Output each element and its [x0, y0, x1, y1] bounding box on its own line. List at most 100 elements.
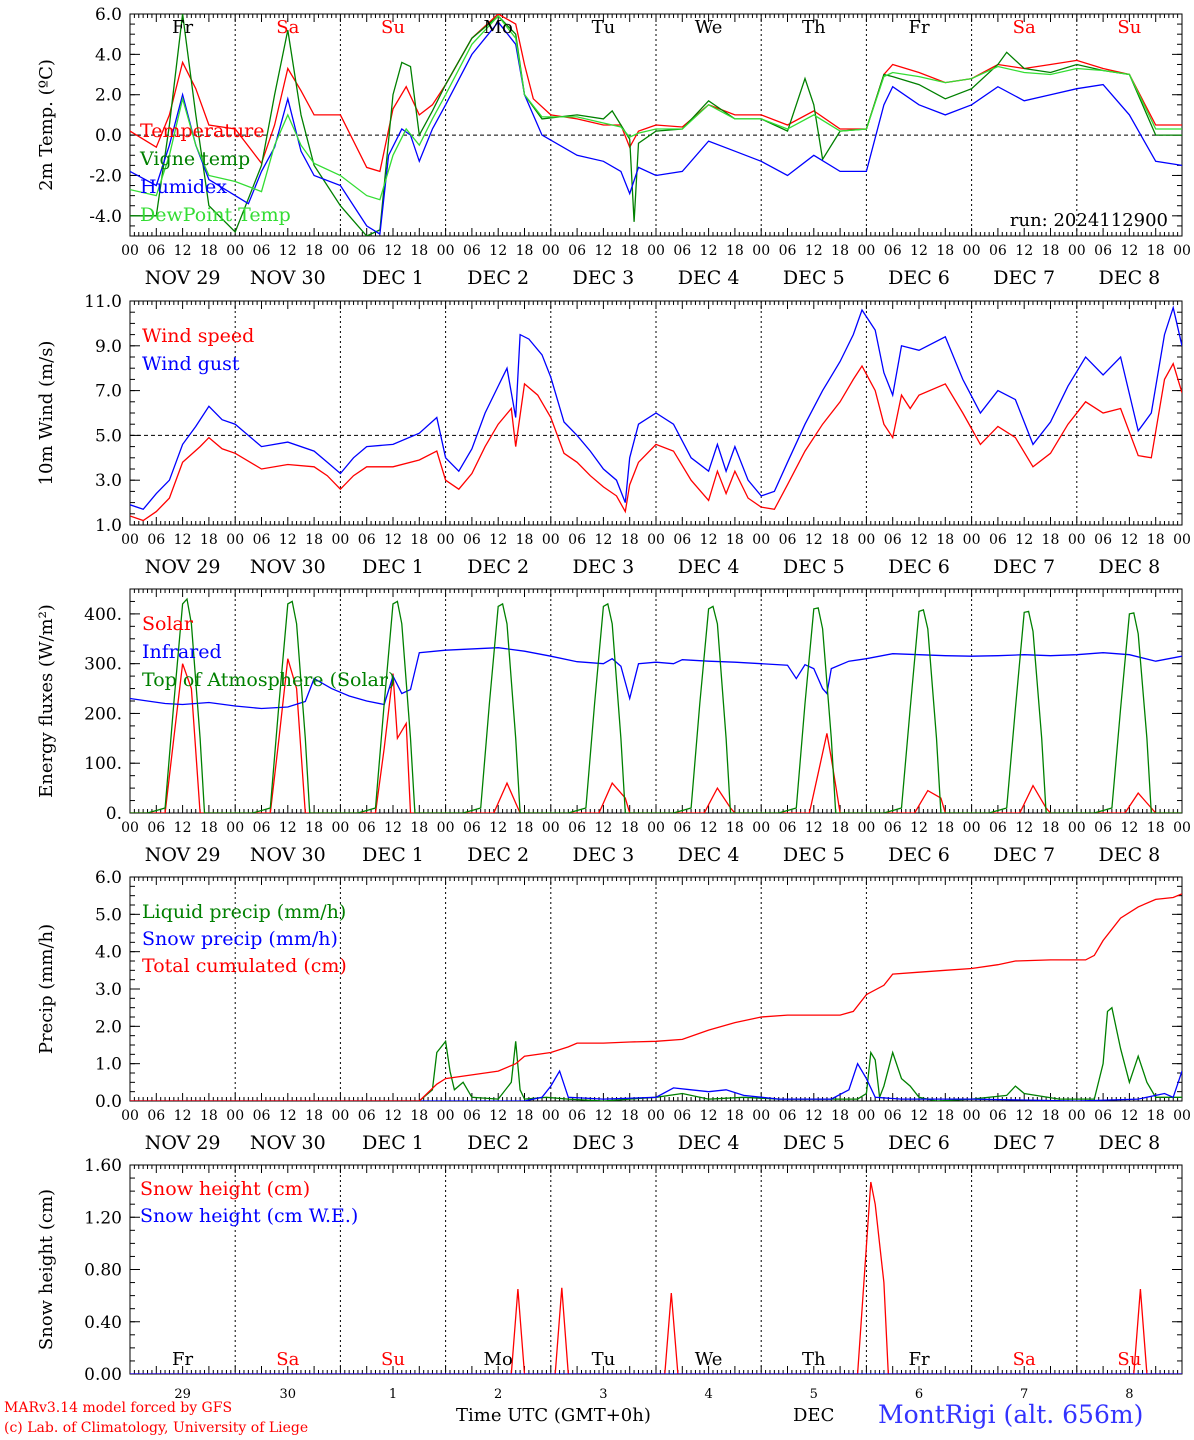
- y-tick-label: 0.: [106, 804, 122, 824]
- day-name-label: Su: [381, 1349, 405, 1370]
- x-hour-label: 12: [700, 532, 718, 548]
- day-number-label: 29: [174, 1387, 191, 1402]
- x-date-label: DEC 1: [362, 556, 424, 578]
- x-hour-label: 06: [147, 1108, 165, 1124]
- x-hour-label: 06: [253, 532, 271, 548]
- x-hour-label: 06: [1094, 243, 1112, 259]
- x-date-label: DEC 1: [362, 267, 424, 289]
- day-number-label: 6: [915, 1387, 923, 1402]
- x-hour-label: 18: [200, 1108, 218, 1124]
- x-hour-label: 18: [410, 1108, 428, 1124]
- x-date-label: DEC 2: [467, 556, 529, 578]
- x-hour-label: 06: [147, 532, 165, 548]
- x-hour-label: 06: [568, 532, 586, 548]
- y-tick-label: 200.: [84, 704, 122, 724]
- x-hour-label: 00: [542, 820, 560, 836]
- x-hour-label: 12: [1015, 532, 1033, 548]
- y-axis-label: Snow height (cm): [36, 1189, 57, 1350]
- series-line-vigne-temp: [130, 14, 1182, 236]
- y-tick-label: 0.00: [84, 1365, 122, 1385]
- day-number-label: 1: [389, 1387, 397, 1402]
- x-date-label: DEC 5: [783, 267, 845, 289]
- x-hour-label: 06: [358, 820, 376, 836]
- x-hour-label: 06: [779, 243, 797, 259]
- x-hour-label: 00: [857, 820, 875, 836]
- x-date-label: DEC 8: [1099, 1132, 1161, 1154]
- x-hour-label: 12: [1015, 1108, 1033, 1124]
- x-hour-label: 06: [779, 820, 797, 836]
- y-tick-label: 0.0: [95, 1092, 122, 1112]
- x-hour-label: 12: [174, 1108, 192, 1124]
- x-hour-label: 12: [279, 1108, 297, 1124]
- x-hour-label: 18: [726, 532, 744, 548]
- x-date-label: NOV 30: [250, 267, 326, 289]
- x-hour-label: 00: [331, 532, 349, 548]
- x-hour-label: 18: [410, 532, 428, 548]
- y-tick-label: 2.0: [95, 1017, 122, 1037]
- x-hour-label: 18: [1042, 820, 1060, 836]
- x-hour-label: 00: [1068, 243, 1086, 259]
- x-date-label: DEC 1: [362, 1132, 424, 1154]
- series-line-infrared: [130, 647, 1182, 710]
- y-tick-label: 4.0: [95, 943, 122, 963]
- x-hour-label: 00: [121, 820, 139, 836]
- x-hour-label: 12: [279, 820, 297, 836]
- x-hour-label: 18: [1147, 532, 1165, 548]
- x-hour-label: 06: [463, 1108, 481, 1124]
- x-hour-label: 00: [331, 820, 349, 836]
- day-name-label: Sa: [1013, 1349, 1036, 1370]
- x-hour-label: 00: [963, 1108, 981, 1124]
- x-hour-label: 06: [1094, 1108, 1112, 1124]
- x-hour-label: 00: [647, 820, 665, 836]
- x-hour-label: 12: [384, 820, 402, 836]
- x-date-label: DEC 7: [993, 1132, 1055, 1154]
- x-date-label: DEC 8: [1099, 267, 1161, 289]
- day-name-label: Sa: [1013, 17, 1036, 38]
- x-hour-label: 12: [805, 243, 823, 259]
- y-tick-label: 400.: [84, 605, 122, 625]
- y-tick-label: 300.: [84, 655, 122, 675]
- x-hour-label: 18: [621, 820, 639, 836]
- x-hour-label: 06: [779, 532, 797, 548]
- x-date-label: DEC 2: [467, 1132, 529, 1154]
- series-line-total-cumulated-cm-: [130, 893, 1182, 1101]
- x-hour-label: 18: [1147, 820, 1165, 836]
- y-tick-label: -4.0: [89, 207, 122, 227]
- x-hour-label: 18: [1042, 532, 1060, 548]
- x-hour-label: 00: [331, 1108, 349, 1124]
- x-hour-label: 06: [568, 243, 586, 259]
- day-number-label: 5: [810, 1387, 818, 1402]
- x-hour-label: 00: [963, 243, 981, 259]
- x-hour-label: 12: [1120, 243, 1138, 259]
- legend-entry: Humidex: [140, 176, 227, 198]
- x-hour-label: 18: [516, 1108, 534, 1124]
- x-hour-label: 12: [1015, 243, 1033, 259]
- x-hour-label: 12: [700, 1108, 718, 1124]
- x-hour-label: 00: [121, 243, 139, 259]
- x-hour-label: 06: [673, 532, 691, 548]
- x-hour-label: 00: [226, 532, 244, 548]
- x-date-label: NOV 29: [145, 1132, 221, 1154]
- x-hour-label: 12: [489, 1108, 507, 1124]
- y-tick-label: 6.0: [95, 868, 122, 888]
- x-hour-label: 00: [1173, 243, 1191, 259]
- x-hour-label: 18: [516, 820, 534, 836]
- day-name-label: Tu: [592, 1349, 616, 1370]
- x-hour-label: 12: [279, 532, 297, 548]
- x-hour-label: 18: [516, 243, 534, 259]
- x-hour-label: 12: [489, 820, 507, 836]
- x-hour-label: 06: [147, 243, 165, 259]
- y-tick-label: 0.40: [84, 1313, 122, 1333]
- x-hour-label: 00: [121, 1108, 139, 1124]
- x-hour-label: 00: [647, 243, 665, 259]
- x-hour-label: 00: [437, 820, 455, 836]
- x-hour-label: 18: [200, 820, 218, 836]
- day-name-label: Mo: [484, 1349, 513, 1370]
- x-hour-label: 12: [805, 532, 823, 548]
- x-date-label: DEC 1: [362, 844, 424, 866]
- x-hour-label: 00: [1068, 1108, 1086, 1124]
- x-hour-label: 18: [831, 243, 849, 259]
- x-hour-label: 12: [910, 820, 928, 836]
- x-date-label: DEC 8: [1099, 556, 1161, 578]
